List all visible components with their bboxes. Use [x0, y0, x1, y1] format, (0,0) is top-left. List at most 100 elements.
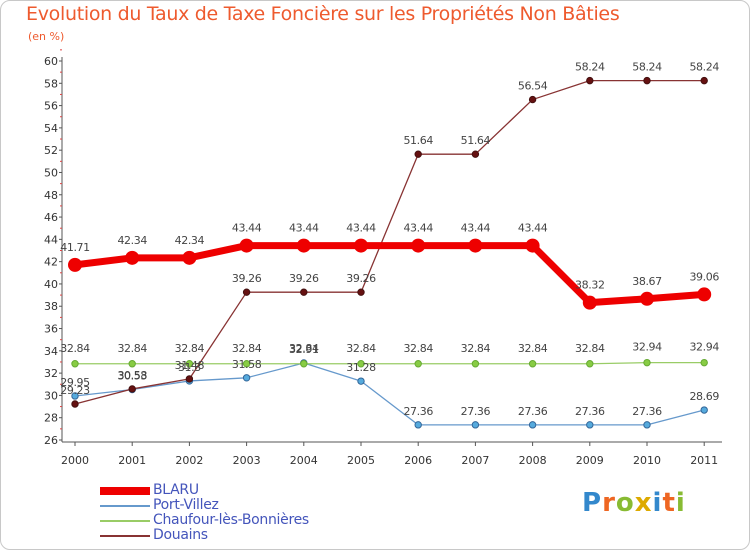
y-tick-label: 26 [44, 434, 58, 447]
data-label: 43.44 [518, 222, 548, 235]
data-label: 29.95 [60, 376, 90, 389]
data-label: 27.36 [461, 405, 491, 418]
data-label: 32.84 [117, 342, 147, 355]
data-point [528, 360, 537, 368]
y-tick-label: 32 [44, 367, 58, 380]
data-labels-layer: 29.95 30.53 31.3 31.58 32.91 31.28 27.36 27.36 2… [60, 61, 719, 418]
data-point [528, 95, 537, 104]
data-label: 43.44 [461, 222, 491, 235]
x-tick-label: 2001 [118, 454, 146, 467]
data-point [700, 406, 708, 414]
logo-letter: i [675, 488, 686, 518]
data-point [586, 360, 594, 368]
data-point [71, 400, 79, 408]
data-point [471, 150, 480, 158]
data-label: 32.94 [632, 341, 662, 354]
data-point [182, 250, 197, 265]
series-line-0 [71, 242, 708, 307]
axes: 26 28 30 32 34 36 38 40 42 44 46 48 50 52 54 56 58 60 2000… [44, 49, 722, 467]
data-label: 43.44 [289, 222, 319, 235]
data-label: 32.84 [175, 342, 205, 355]
data-label: 41.71 [60, 241, 90, 254]
y-tick-label: 56 [44, 100, 58, 113]
data-label: 27.36 [518, 405, 548, 418]
data-point [582, 295, 597, 310]
y-tick-label: 28 [44, 412, 58, 425]
data-label: 58.24 [689, 61, 719, 74]
data-label: 27.36 [403, 405, 433, 418]
data-point [643, 358, 651, 367]
data-point [242, 288, 251, 296]
x-tick-label: 2004 [290, 454, 318, 467]
y-tick-label: 36 [44, 323, 58, 336]
data-label: 43.44 [346, 222, 376, 235]
y-tick-label: 46 [44, 211, 58, 224]
x-tick-label: 2005 [347, 454, 375, 467]
data-point [357, 360, 365, 368]
data-label: 39.26 [289, 272, 319, 285]
data-point [700, 358, 708, 367]
y-tick-label: 50 [44, 166, 58, 179]
data-point [586, 76, 594, 85]
data-point [414, 360, 422, 368]
legend-label-blaru: BLARU [153, 482, 199, 498]
chart-title: Evolution du Taux de Taxe Foncière sur l… [26, 3, 620, 25]
data-label: 32.84 [403, 342, 433, 355]
legend-swatch-blaru [100, 487, 150, 495]
data-point [68, 257, 82, 272]
y-tick-label: 52 [44, 144, 58, 157]
data-label: 38.67 [632, 275, 662, 288]
data-label: 31.3 [178, 361, 201, 374]
data-point [357, 377, 365, 385]
series-line-3 [74, 79, 705, 405]
y-tick-label: 40 [44, 278, 58, 291]
y-tick-label: 38 [44, 300, 58, 313]
proxiti-logo: Proxiti [582, 488, 686, 518]
y-tick-label: 42 [44, 256, 58, 269]
data-point [471, 421, 480, 429]
logo-letter: o [615, 488, 635, 518]
data-point [71, 360, 79, 368]
data-label: 51.64 [403, 134, 433, 147]
data-label: 31.28 [346, 361, 376, 374]
series-line-2 [74, 361, 705, 365]
data-point [242, 360, 251, 368]
x-tick-label: 2009 [576, 454, 604, 467]
data-point [300, 288, 308, 296]
data-label: 56.54 [518, 80, 548, 93]
data-label: 42.34 [117, 234, 147, 247]
series-line-1 [74, 362, 705, 426]
y-tick-label: 60 [44, 55, 58, 68]
x-tick-label: 2007 [461, 454, 489, 467]
logo-letter: i [652, 488, 663, 518]
legend-label-port-villez: Port-Villez [153, 497, 219, 513]
x-tick-label: 2006 [404, 454, 432, 467]
data-label: 32.84 [60, 342, 90, 355]
data-label: 39.06 [689, 270, 719, 283]
data-point [185, 375, 194, 383]
x-tick-label: 2002 [175, 454, 203, 467]
data-point [700, 76, 708, 85]
data-label: 58.24 [575, 61, 605, 74]
data-label: 39.26 [232, 272, 262, 285]
y-axis-unit-label: (en %) [28, 30, 65, 43]
data-label: 43.44 [232, 222, 262, 235]
data-label: 38.32 [575, 279, 605, 292]
data-label: 32.84 [461, 342, 491, 355]
data-label: 27.36 [632, 405, 662, 418]
data-point [357, 288, 365, 296]
legend-swatch-chaufour [100, 520, 150, 522]
data-label: 32.94 [689, 341, 719, 354]
y-tick-label: 44 [44, 233, 58, 246]
data-point [185, 360, 194, 368]
data-point [128, 360, 136, 368]
data-label: 27.36 [575, 405, 605, 418]
data-point [643, 76, 651, 85]
logo-letter: t [662, 488, 676, 518]
y-tick-label: 58 [44, 77, 58, 90]
data-label: 32.84 [232, 342, 262, 355]
data-point [71, 392, 79, 400]
data-point [468, 238, 483, 253]
x-tick-label: 2000 [61, 454, 89, 467]
data-label: 43.44 [403, 222, 433, 235]
